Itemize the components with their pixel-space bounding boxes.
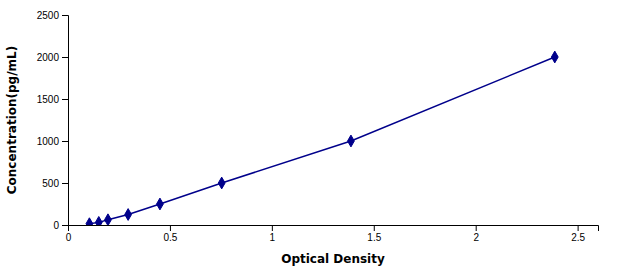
- y-tick-line: [62, 183, 68, 184]
- point: [86, 218, 93, 225]
- x-axis: 0 0.5 1 1.5 2 2.5: [66, 225, 599, 243]
- y-tick: 1000: [37, 136, 68, 147]
- y-tick-label: 2500: [37, 10, 60, 21]
- x-tick-label: 0: [66, 232, 72, 243]
- y-tick-line: [62, 225, 68, 226]
- point: [95, 216, 102, 225]
- x-tick-label: 0.5: [163, 232, 177, 243]
- x-axis-title: Optical Density: [281, 252, 385, 266]
- x-tick: 1: [270, 225, 276, 243]
- x-tick: 1.5: [367, 225, 381, 243]
- y-axis-title: Concentration(pg/mL): [5, 46, 19, 194]
- y-tick-line: [62, 15, 68, 16]
- x-tick-label: 2.5: [571, 232, 585, 243]
- y-axis-line: [62, 16, 69, 226]
- plot: 0 0.5 1 1.5 2 2.5 0 500 1000 1500 2000 2500 Optical …: [5, 10, 599, 266]
- y-tick-label: 0: [53, 220, 59, 231]
- y-tick-label: 1000: [37, 136, 60, 147]
- y-tick-line: [62, 99, 68, 100]
- x-tick: 2: [473, 225, 479, 243]
- y-tick: 1500: [37, 94, 68, 105]
- x-tick-line: [476, 225, 477, 231]
- x-axis-line: [69, 226, 599, 232]
- line: [89, 57, 554, 224]
- x-tick-line: [170, 225, 171, 231]
- y-tick-label: 2000: [37, 52, 60, 63]
- y-tick-label: 1500: [37, 94, 60, 105]
- x-tick: 0.5: [163, 225, 177, 243]
- point: [348, 135, 355, 147]
- point: [218, 177, 225, 189]
- chart: 0 0.5 1 1.5 2 2.5 0 500 1000 1500 2000 2500 Optical …: [0, 0, 618, 271]
- x-tick-label: 1.5: [367, 232, 381, 243]
- marks: [86, 51, 558, 225]
- x-tick-line: [578, 225, 579, 231]
- y-tick: 0: [53, 220, 68, 231]
- point: [157, 198, 164, 210]
- x-tick-label: 1: [270, 232, 276, 243]
- point: [105, 214, 112, 225]
- y-tick: 2500: [37, 10, 68, 21]
- x-tick: 2.5: [571, 225, 585, 243]
- y-axis: 0 500 1000 1500 2000 2500: [37, 10, 69, 231]
- y-tick: 500: [42, 178, 68, 189]
- point: [125, 209, 132, 221]
- y-tick-line: [62, 57, 68, 58]
- x-tick: 0: [66, 225, 72, 243]
- y-tick-label: 500: [42, 178, 59, 189]
- x-tick-line: [272, 225, 273, 231]
- point: [551, 51, 558, 63]
- y-tick: 2000: [37, 52, 68, 63]
- x-tick-line: [374, 225, 375, 231]
- y-tick-line: [62, 141, 68, 142]
- x-tick-label: 2: [473, 232, 479, 243]
